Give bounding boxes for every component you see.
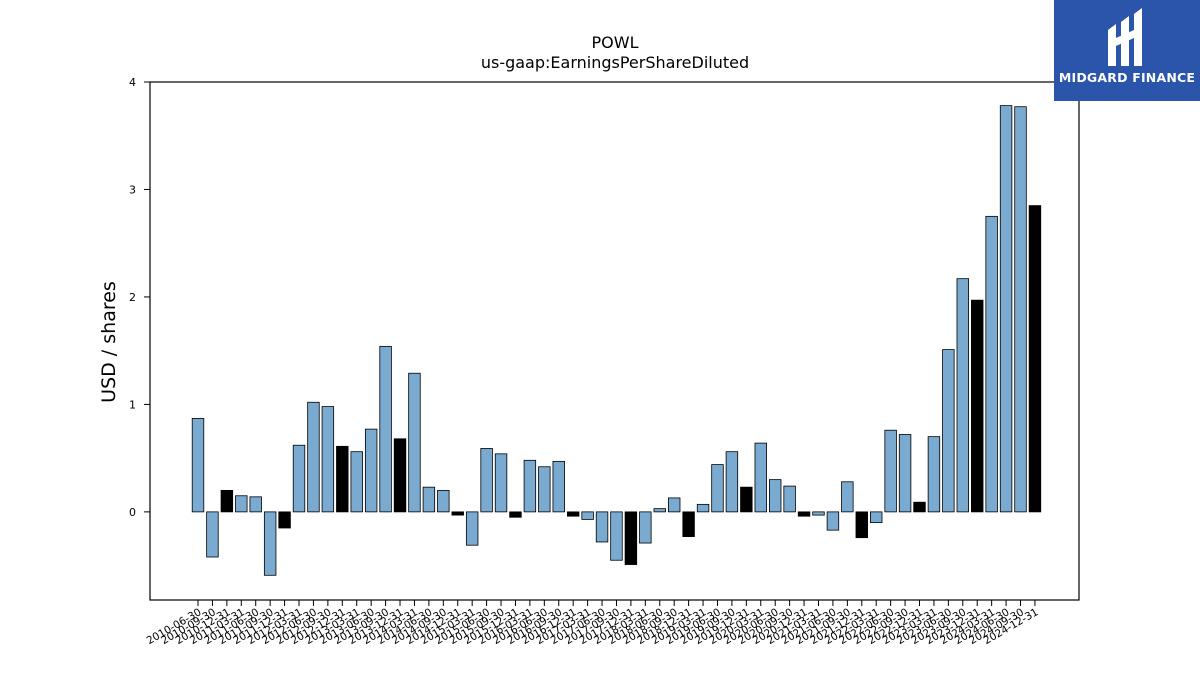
bar-2021-12-31 [855, 511, 868, 539]
bar-2011-12-31 [278, 511, 291, 529]
bar-2013-09-30 [379, 345, 392, 513]
bar-2018-12-31 [682, 511, 695, 538]
x-axis-ticks: 2010-06-302010-09-302010-12-312011-03-31… [145, 600, 1040, 647]
bar-2017-06-30 [595, 511, 609, 543]
bar-2018-09-30 [667, 497, 681, 513]
bar-2021-03-31 [812, 511, 825, 516]
bar-2011-03-31 [235, 495, 248, 513]
bar-2016-09-30 [552, 460, 565, 513]
bar-2014-09-30 [437, 489, 450, 513]
bar-2012-03-31 [292, 444, 306, 513]
bar-2024-12-31 [1028, 205, 1042, 513]
bar-2022-12-31 [913, 501, 926, 513]
bar-2014-03-31 [408, 372, 421, 513]
y-tick-label: 2 [129, 291, 136, 304]
bar-2012-06-30 [307, 401, 320, 513]
bar-2013-03-31 [350, 451, 363, 513]
bar-2023-09-30 [956, 278, 969, 513]
bar-2015-06-30 [480, 448, 493, 513]
bar-2018-03-31 [639, 511, 652, 544]
plot-frame [149, 81, 1080, 601]
bar-2019-09-30 [725, 451, 739, 513]
bar-2019-12-31 [740, 486, 753, 513]
bar-2020-12-31 [797, 511, 811, 517]
bar-2017-09-30 [610, 511, 623, 561]
bar-2020-06-30 [769, 479, 782, 513]
bar-2013-06-30 [364, 428, 378, 513]
bar-2011-06-30 [249, 496, 262, 513]
bar-2020-03-31 [754, 442, 767, 513]
bar-2015-09-30 [494, 453, 508, 513]
midgard-logo: MIDGARD FINANCE [1054, 0, 1200, 101]
bar-2016-03-31 [523, 459, 537, 513]
bar-2015-12-31 [509, 511, 522, 518]
bar-2016-06-30 [538, 466, 551, 513]
bar-2019-03-31 [696, 503, 710, 513]
bar-2021-09-30 [841, 481, 854, 513]
bar-2019-06-30 [711, 464, 724, 513]
y-tick-label: 3 [129, 183, 136, 196]
bar-2014-12-31 [451, 511, 464, 516]
bar-2011-09-30 [263, 511, 277, 576]
chart-subtitle: us-gaap:EarningsPerShareDiluted [481, 53, 749, 72]
chart-title: POWL [592, 33, 639, 52]
bar-2012-09-30 [321, 406, 335, 513]
bar-2017-12-31 [624, 511, 638, 565]
bar-2010-06-30 [191, 417, 205, 513]
bar-2024-09-30 [1014, 106, 1027, 513]
bar-2022-03-31 [870, 511, 883, 524]
y-tick-label: 0 [129, 506, 136, 519]
bar-2023-03-31 [927, 436, 941, 513]
logo-name: MIDGARD FINANCE [1058, 70, 1196, 85]
bar-2010-12-31 [220, 489, 234, 513]
bar-2014-06-30 [422, 486, 436, 513]
y-axis-ticks: 0 1 2 3 4 [129, 76, 150, 519]
bar-2022-06-30 [884, 429, 897, 513]
bars [191, 105, 1042, 576]
bar-2024-03-31 [985, 215, 998, 513]
bar-2021-06-30 [826, 511, 840, 531]
midgard-logo-icon [1108, 8, 1142, 66]
y-tick-label: 4 [129, 76, 136, 89]
bar-2020-09-30 [783, 485, 796, 513]
bar-2022-09-30 [898, 434, 912, 513]
bar-2023-12-31 [971, 299, 984, 513]
bar-2016-12-31 [566, 511, 580, 517]
bar-2023-06-30 [942, 349, 955, 513]
y-tick-label: 1 [129, 398, 136, 411]
bar-2012-12-31 [336, 445, 349, 513]
bar-2018-06-30 [653, 508, 666, 513]
bar-2024-06-30 [999, 105, 1013, 513]
bar-2017-03-31 [581, 511, 594, 520]
bar-2013-12-31 [393, 438, 407, 513]
bar-2010-09-30 [206, 511, 219, 558]
bar-2015-03-31 [465, 511, 479, 546]
y-axis-label: USD / shares [98, 281, 120, 403]
